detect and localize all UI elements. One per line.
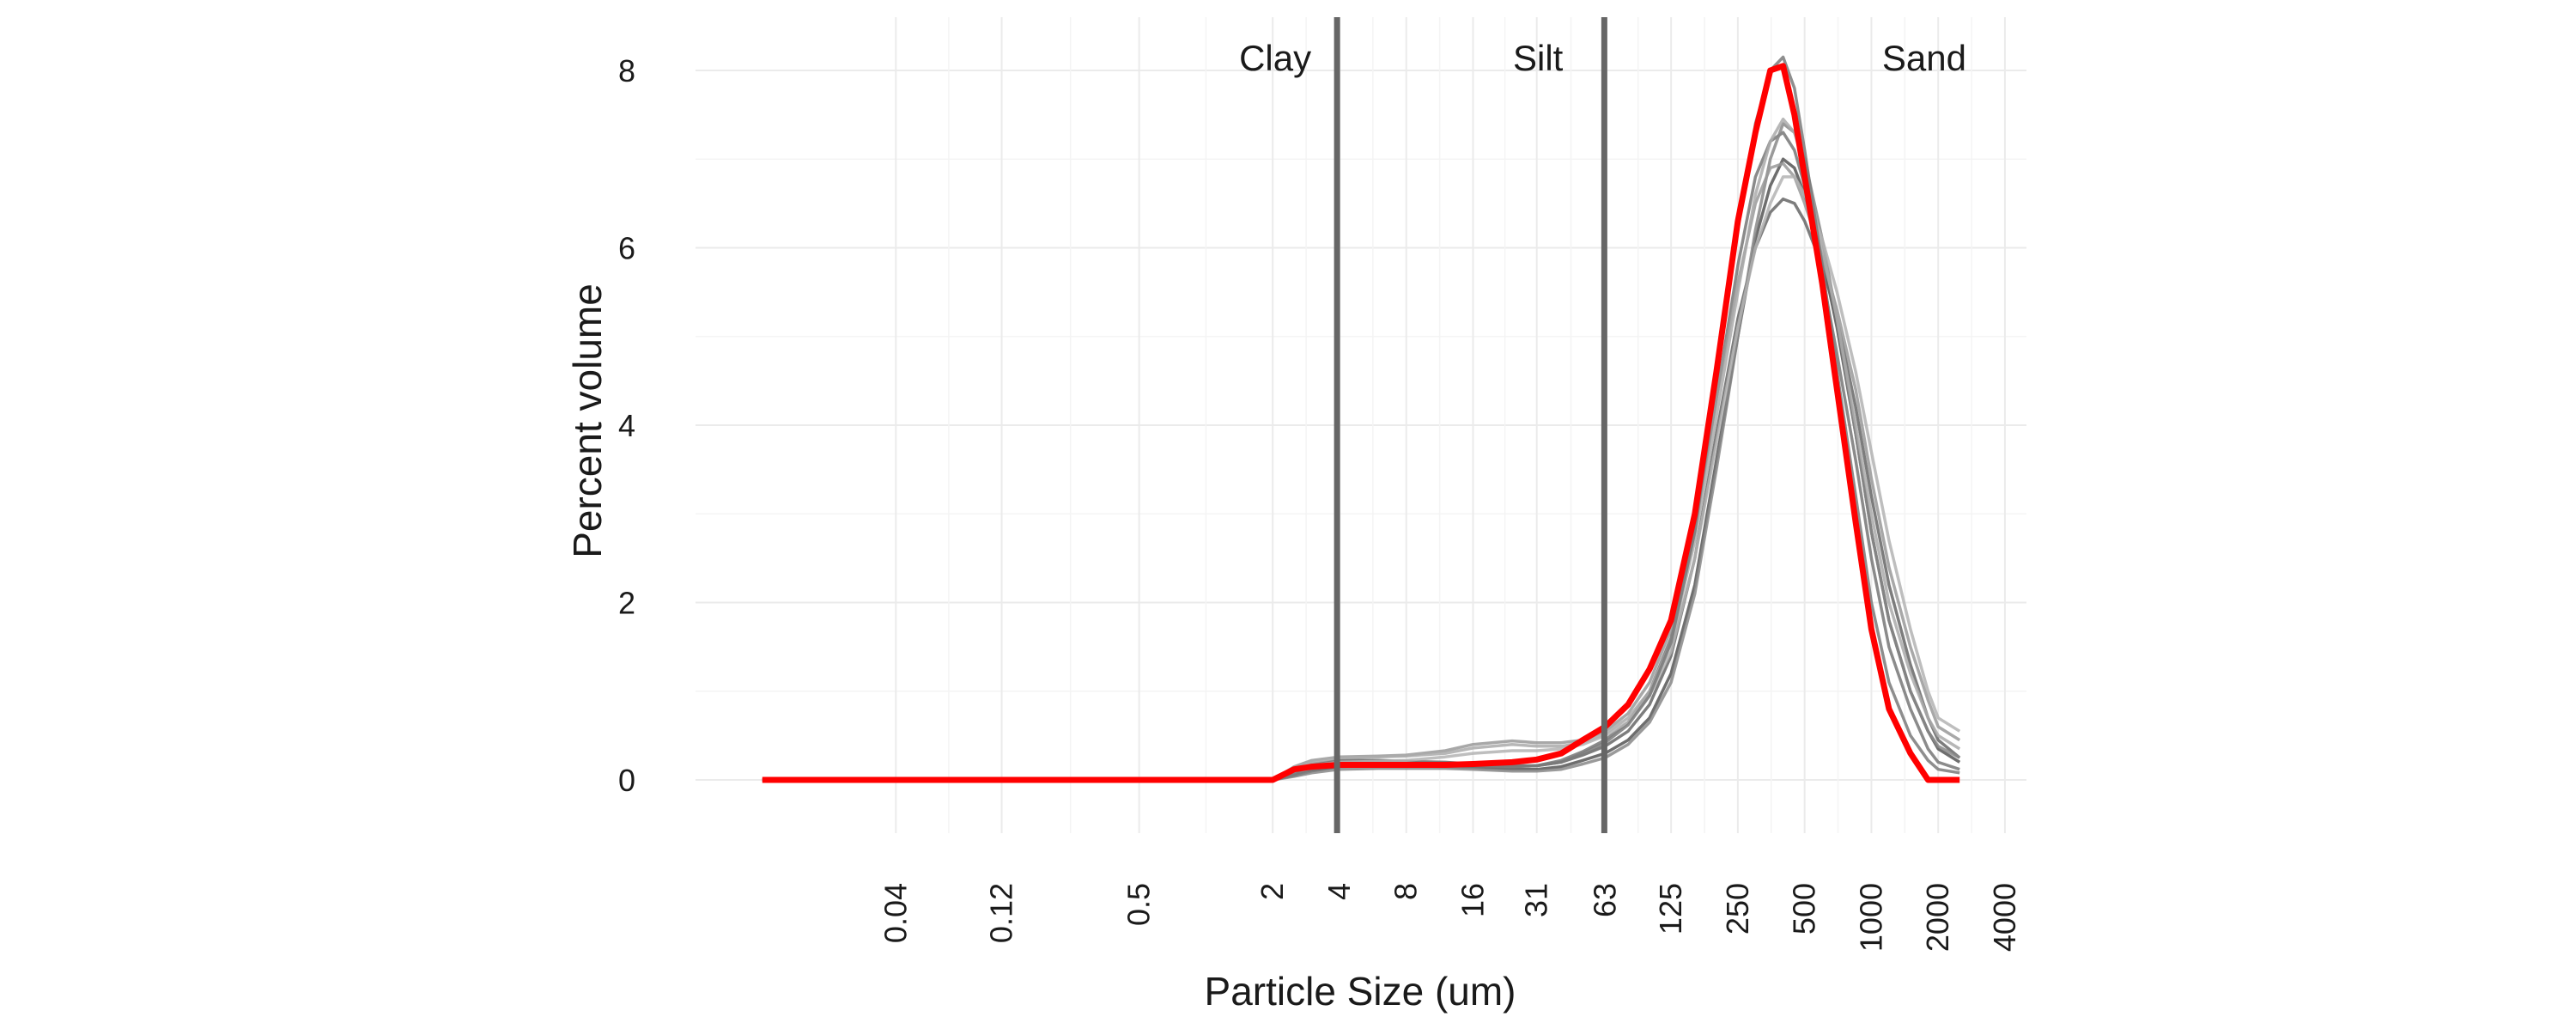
sample-series-line <box>762 161 1961 782</box>
sample-series-line <box>762 117 1961 782</box>
x-tick-label: 1000 <box>1853 883 1888 952</box>
x-tick-label: 8 <box>1388 883 1424 900</box>
boundary-layer: Clay Silt Sand <box>1239 17 1966 833</box>
y-tick-label: 6 <box>618 230 635 265</box>
y-tick-label: 2 <box>618 586 635 621</box>
x-tick-label: 2000 <box>1920 883 1955 952</box>
x-tick-label: 125 <box>1653 883 1688 935</box>
x-tick-label: 250 <box>1720 883 1755 935</box>
x-tick-label: 4000 <box>1987 883 2022 952</box>
sample-series-line <box>762 197 1961 782</box>
x-tick-label: 16 <box>1455 883 1490 917</box>
grid-layer <box>696 17 2026 833</box>
x-tick-label: 0.04 <box>878 883 913 943</box>
x-tick-label: 31 <box>1519 883 1554 917</box>
sample-series-line <box>762 175 1961 782</box>
y-tick-label: 0 <box>618 763 635 798</box>
region-label-clay: Clay <box>1239 38 1311 78</box>
x-tick-label: 0.12 <box>984 883 1019 943</box>
x-tick-label: 0.5 <box>1121 883 1157 926</box>
sample-series-line <box>762 157 1961 782</box>
region-label-sand: Sand <box>1882 38 1966 78</box>
region-label-silt: Silt <box>1513 38 1564 78</box>
tick-label-layer: 0 2 4 6 8 0.04 0.12 0.5 2 4 8 16 31 63 125 250 500 1000 20… <box>618 53 2022 952</box>
highlight-series-line <box>762 63 1960 783</box>
y-tick-label: 8 <box>618 53 635 88</box>
x-tick-label: 63 <box>1587 883 1622 917</box>
x-axis-title: Particle Size (um) <box>1205 969 1516 1014</box>
y-axis-title: Percent volume <box>565 283 610 558</box>
series-layer <box>762 55 1961 783</box>
x-tick-label: 500 <box>1787 883 1822 935</box>
sample-series-line <box>762 122 1961 782</box>
x-tick-label: 2 <box>1255 883 1290 900</box>
x-tick-label: 4 <box>1321 883 1357 900</box>
y-tick-label: 4 <box>618 408 635 443</box>
sample-series-line <box>762 131 1960 782</box>
